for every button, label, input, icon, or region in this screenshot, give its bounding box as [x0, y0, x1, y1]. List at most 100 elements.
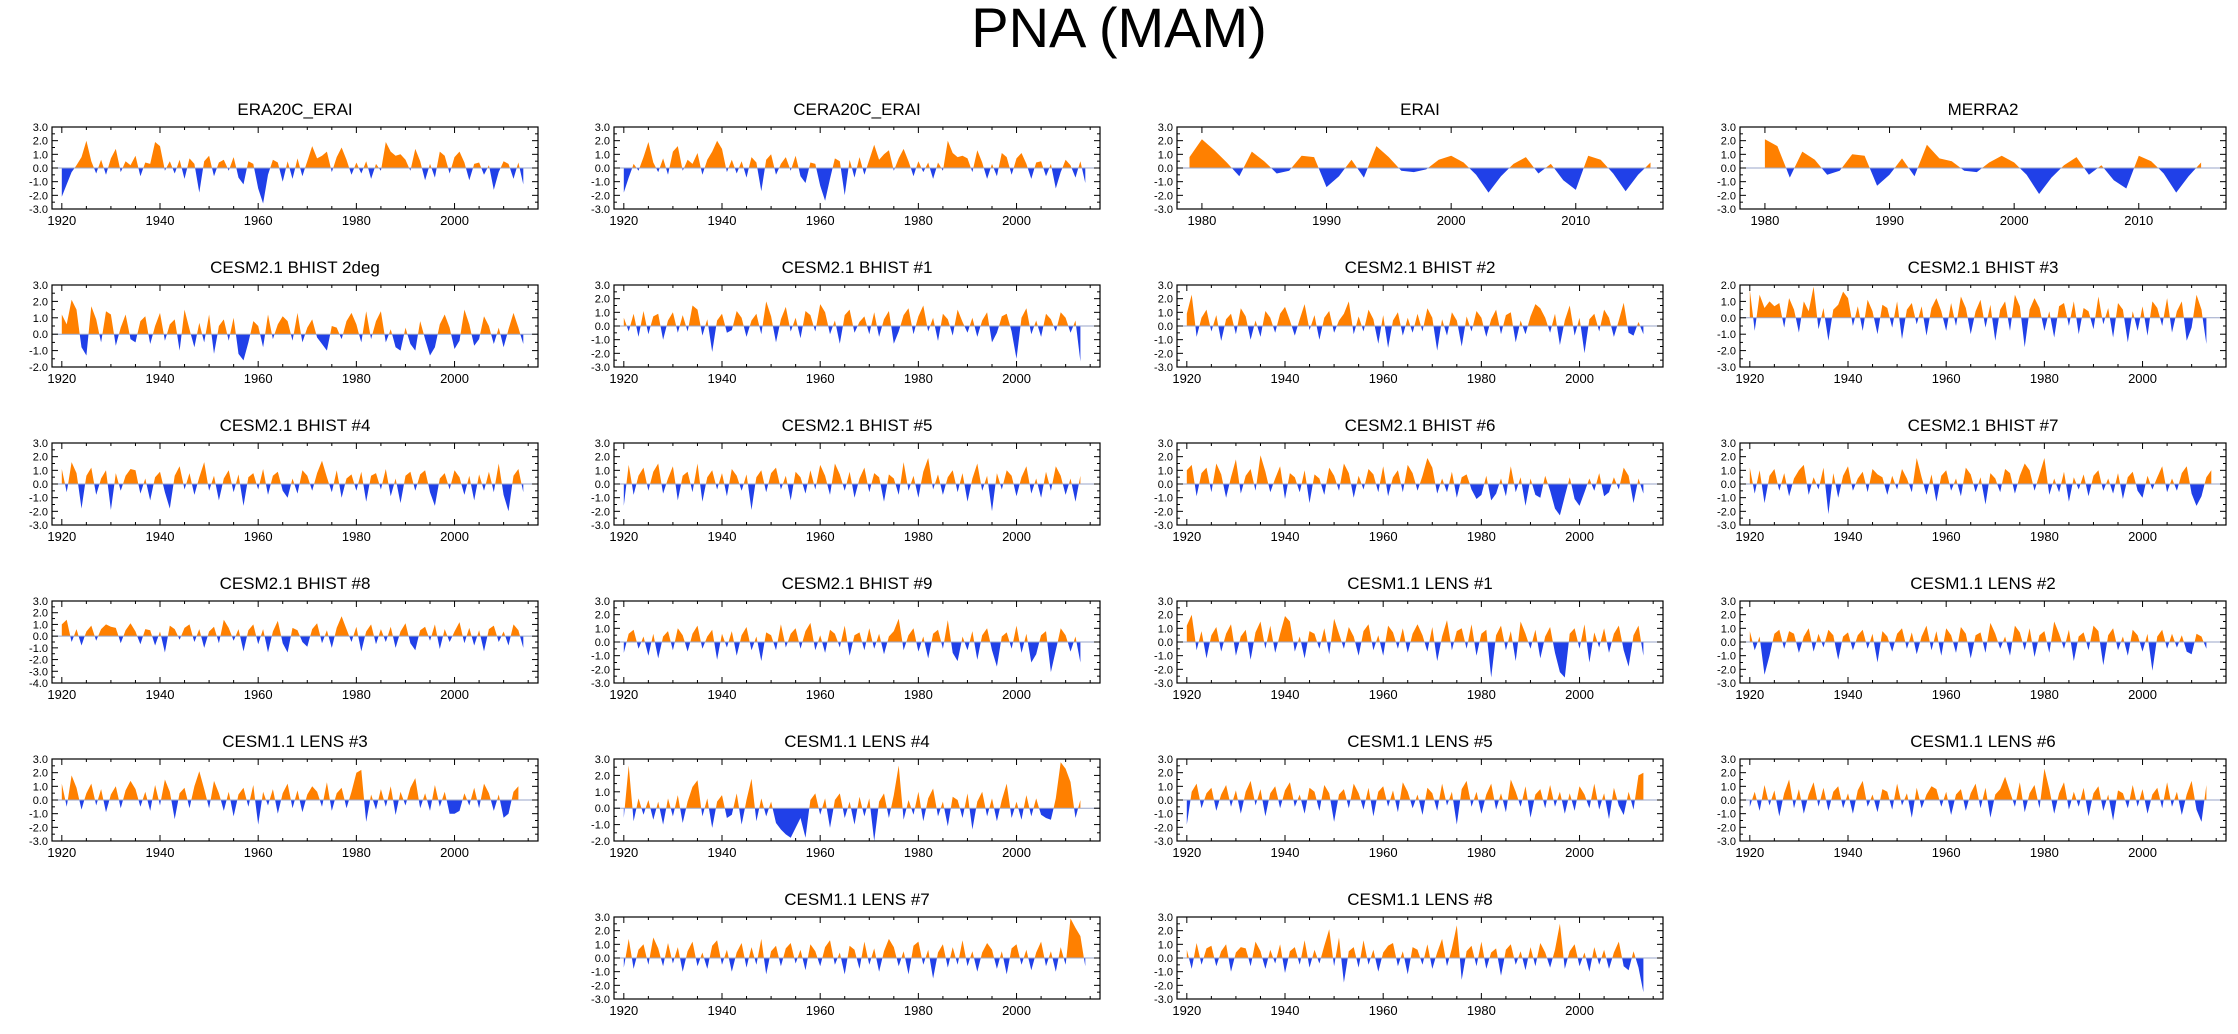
- x-tick-label: 1920: [47, 529, 76, 544]
- negative-area: [1752, 642, 2207, 675]
- y-tick-label: 1.0: [1158, 781, 1173, 793]
- y-tick-label: 2.0: [33, 452, 48, 464]
- x-tick-label: 1980: [342, 529, 371, 544]
- y-tick-label: -3.0: [1717, 678, 1736, 690]
- y-tick-label: -3.0: [591, 204, 610, 216]
- positive-area: [632, 140, 1082, 168]
- y-tick-label: -2.0: [591, 506, 610, 518]
- y-tick-label: 0.0: [33, 479, 48, 491]
- panel-title: CESM2.1 BHIST 2deg: [210, 258, 380, 277]
- y-tick-label: -2.0: [591, 836, 610, 848]
- x-tick-label: 1960: [1932, 845, 1961, 860]
- y-tick-label: 1.0: [595, 623, 610, 635]
- y-tick-label: -2.0: [29, 655, 48, 667]
- x-tick-label: 1920: [609, 529, 638, 544]
- x-tick-label: 1920: [1735, 687, 1764, 702]
- positive-area: [61, 769, 519, 800]
- x-tick-label: 1960: [1369, 845, 1398, 860]
- x-tick-label: 2000: [1565, 1003, 1594, 1018]
- x-tick-label: 1960: [806, 529, 835, 544]
- x-tick-label: 1940: [1834, 845, 1863, 860]
- y-tick-label: -1.0: [1717, 809, 1736, 821]
- x-tick-label: 1940: [1271, 529, 1300, 544]
- negative-area: [70, 636, 524, 653]
- x-tick-label: 1940: [1271, 1003, 1300, 1018]
- panel-title: CESM2.1 BHIST #6: [1345, 416, 1496, 435]
- x-tick-label: 1960: [806, 687, 835, 702]
- y-tick-label: -1.0: [29, 809, 48, 821]
- y-tick-label: 2.0: [33, 296, 48, 308]
- y-tick-label: 2.0: [1158, 294, 1173, 306]
- y-tick-label: 1.0: [1721, 465, 1736, 477]
- y-tick-label: 3.0: [33, 280, 48, 292]
- x-tick-label: 1980: [342, 213, 371, 228]
- y-tick-label: 3.0: [1721, 754, 1736, 766]
- panel-cesm1-1-lens-5: CESM1.1 LENS #53.02.01.00.0-1.0-2.0-3.01…: [1154, 732, 1664, 860]
- y-tick-label: 1.0: [1158, 307, 1173, 319]
- negative-area: [1188, 958, 1644, 993]
- x-tick-label: 1920: [47, 687, 76, 702]
- x-tick-label: 1920: [609, 845, 638, 860]
- negative-area: [626, 326, 1081, 362]
- panel-title: ERA20C_ERAI: [237, 100, 352, 119]
- x-tick-label: 1960: [1369, 1003, 1398, 1018]
- y-tick-label: 3.0: [595, 122, 610, 134]
- y-tick-label: 1.0: [595, 465, 610, 477]
- y-tick-label: -2.0: [1154, 348, 1173, 360]
- x-tick-label: 2000: [1002, 1003, 1031, 1018]
- x-tick-label: 2000: [2000, 213, 2029, 228]
- x-tick-label: 2000: [1565, 845, 1594, 860]
- y-tick-label: -2.0: [1717, 664, 1736, 676]
- y-tick-label: -3.0: [29, 204, 48, 216]
- y-tick-label: -3.0: [29, 666, 48, 678]
- x-tick-label: 1980: [2030, 845, 2059, 860]
- panel-title: CESM2.1 BHIST #7: [1908, 416, 2059, 435]
- x-tick-label: 1960: [244, 371, 273, 386]
- x-tick-label: 1940: [146, 687, 175, 702]
- x-tick-label: 2000: [2128, 529, 2157, 544]
- y-tick-label: -2.0: [1154, 506, 1173, 518]
- y-tick-label: 0.0: [595, 637, 610, 649]
- y-tick-label: 2.0: [1158, 452, 1173, 464]
- negative-area: [623, 958, 1086, 979]
- x-tick-label: 2000: [1565, 371, 1594, 386]
- x-tick-label: 1980: [904, 371, 933, 386]
- panel-title: CESM1.1 LENS #2: [1910, 574, 2056, 593]
- y-tick-label: 2.0: [1721, 768, 1736, 780]
- y-tick-label: 0.0: [1721, 637, 1736, 649]
- x-tick-label: 2000: [440, 371, 469, 386]
- x-tick-label: 1920: [1172, 1003, 1201, 1018]
- positive-area: [1749, 286, 2203, 318]
- positive-area: [1189, 139, 1651, 168]
- x-tick-label: 2010: [1561, 213, 1590, 228]
- y-tick-label: -1.0: [1154, 493, 1173, 505]
- panel-cesm1-1-lens-7: CESM1.1 LENS #73.02.01.00.0-1.0-2.0-3.01…: [591, 890, 1101, 1018]
- x-tick-label: 1940: [708, 687, 737, 702]
- y-tick-label: 0.0: [1158, 637, 1173, 649]
- x-tick-label: 1940: [146, 529, 175, 544]
- x-tick-label: 1920: [47, 845, 76, 860]
- panel-cesm2-1-bhist-6: CESM2.1 BHIST #6 3.0 2.01.0 0.0 -1.0-2.0 -3.0…: [1154, 416, 1664, 544]
- y-tick-label: -1.0: [1154, 651, 1173, 663]
- y-tick-label: 0.0: [595, 953, 610, 965]
- y-tick-label: -2.0: [591, 980, 610, 992]
- y-tick-label: 3.0: [1158, 438, 1173, 450]
- y-tick-label: 1.0: [33, 149, 48, 161]
- y-tick-label: 2.0: [1721, 280, 1736, 292]
- x-tick-label: 1920: [609, 687, 638, 702]
- panel-title: CESM1.1 LENS #6: [1910, 732, 2056, 751]
- panel-cesm1-1-lens-8: CESM1.1 LENS #83.02.01.00.0-1.0-2.0-3.01…: [1154, 890, 1664, 1018]
- panel-title: CESM1.1 LENS #3: [222, 732, 368, 751]
- plot-frame: [51, 600, 539, 684]
- x-tick-label: 1920: [1172, 371, 1201, 386]
- y-tick-label: 0.0: [1158, 479, 1173, 491]
- panel-cesm2-1-bhist-1: CESM2.1 BHIST #1 3.0 2.01.0 0.0 -1.0-2.0 -3.0…: [591, 258, 1101, 386]
- y-tick-label: 2.0: [33, 608, 48, 620]
- y-tick-label: 3.0: [1721, 122, 1736, 134]
- y-tick-label: -1.0: [591, 967, 610, 979]
- y-tick-label: 3.0: [595, 596, 610, 608]
- y-tick-label: -1.0: [591, 493, 610, 505]
- x-tick-label: 1980: [1467, 1003, 1496, 1018]
- y-tick-label: -1.0: [29, 643, 48, 655]
- x-tick-label: 2010: [2124, 213, 2153, 228]
